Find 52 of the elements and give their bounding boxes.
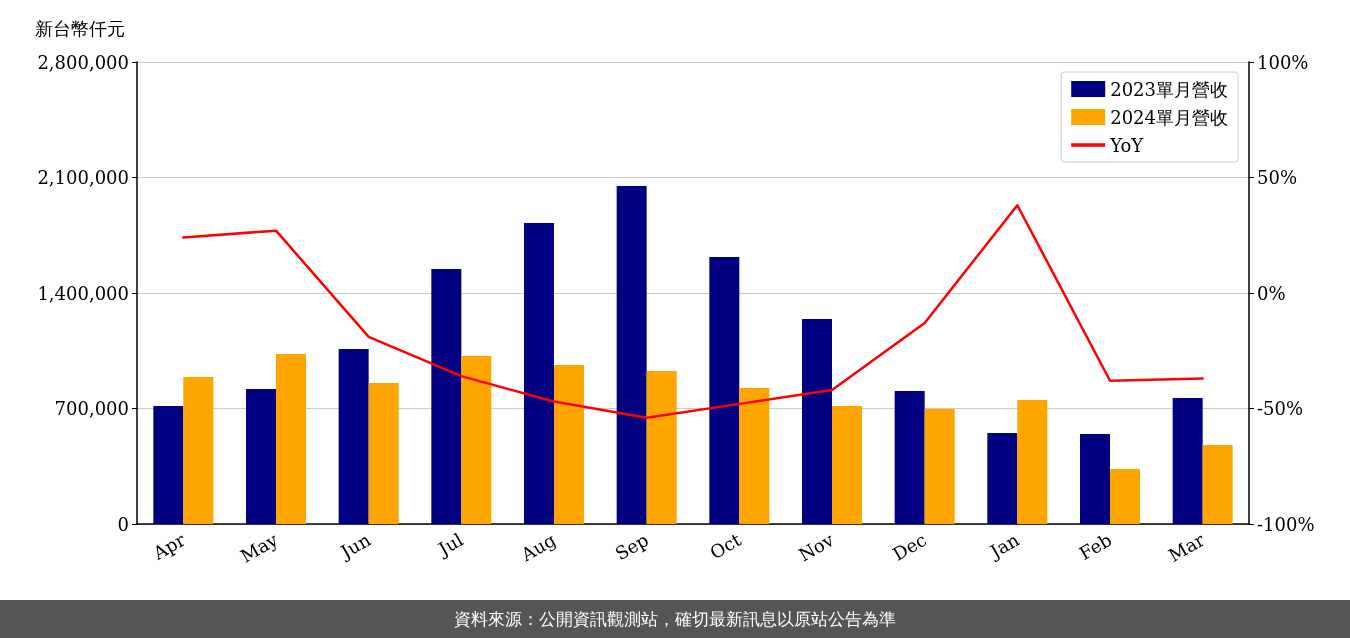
bar <box>524 223 554 524</box>
bar <box>1202 444 1233 524</box>
y2-tick-label: -50% <box>1257 398 1304 419</box>
legend-label: 2024單月營收 <box>1110 106 1228 128</box>
bar <box>1110 469 1140 524</box>
bar <box>1080 434 1110 524</box>
bar <box>987 432 1018 524</box>
bar <box>153 406 184 524</box>
bar <box>1017 399 1048 524</box>
bar <box>924 409 955 524</box>
x-tick-label: Jun <box>335 528 375 564</box>
x-tick-label: Feb <box>1075 528 1116 564</box>
legend-label: 2023單月營收 <box>1110 78 1228 100</box>
bar <box>338 348 369 524</box>
bar <box>709 257 740 524</box>
bar <box>802 319 832 524</box>
x-tick-label: Apr <box>148 528 189 565</box>
bar <box>894 391 925 524</box>
bar <box>246 389 276 524</box>
x-tick-label: Aug <box>516 528 560 566</box>
x-tick-label: Sep <box>611 528 652 565</box>
bar <box>646 371 677 524</box>
y-tick-label: 1,400,000 <box>37 282 129 304</box>
legend-label: YoY <box>1109 134 1145 156</box>
y-axis-title: 新台幣仟元 <box>35 17 125 39</box>
bar <box>276 354 306 524</box>
x-tick-label: Dec <box>888 528 930 565</box>
x-tick-label: Nov <box>794 528 838 566</box>
x-tick-label: Jan <box>984 528 1023 563</box>
x-tick-label: Jul <box>433 528 467 561</box>
bar <box>183 376 214 524</box>
y-tick-label: 0 <box>117 513 129 535</box>
line-series <box>182 203 1204 419</box>
bar <box>616 186 647 524</box>
bar <box>431 269 462 524</box>
y2-tick-label: -100% <box>1257 513 1315 535</box>
source-note: 資料來源：公開資訊觀測站，確切最新訊息以原站公告為準 <box>454 607 896 631</box>
y2-tick-label: 0% <box>1257 282 1286 304</box>
y2-tick-label: 100% <box>1257 51 1309 73</box>
x-tick-label: Oct <box>706 528 746 564</box>
x-tick-label: Mar <box>1164 528 1209 566</box>
y-tick-label: 700,000 <box>54 398 129 419</box>
bar <box>368 382 399 524</box>
bar <box>832 406 862 524</box>
y2-tick-label: 50% <box>1257 167 1298 188</box>
bar <box>1172 397 1203 524</box>
x-tick-label: May <box>236 528 282 567</box>
bar <box>739 388 770 524</box>
y-tick-label: 2,800,000 <box>37 51 129 73</box>
bar <box>461 356 492 524</box>
bar <box>554 364 584 524</box>
y-tick-label: 2,100,000 <box>37 167 129 188</box>
